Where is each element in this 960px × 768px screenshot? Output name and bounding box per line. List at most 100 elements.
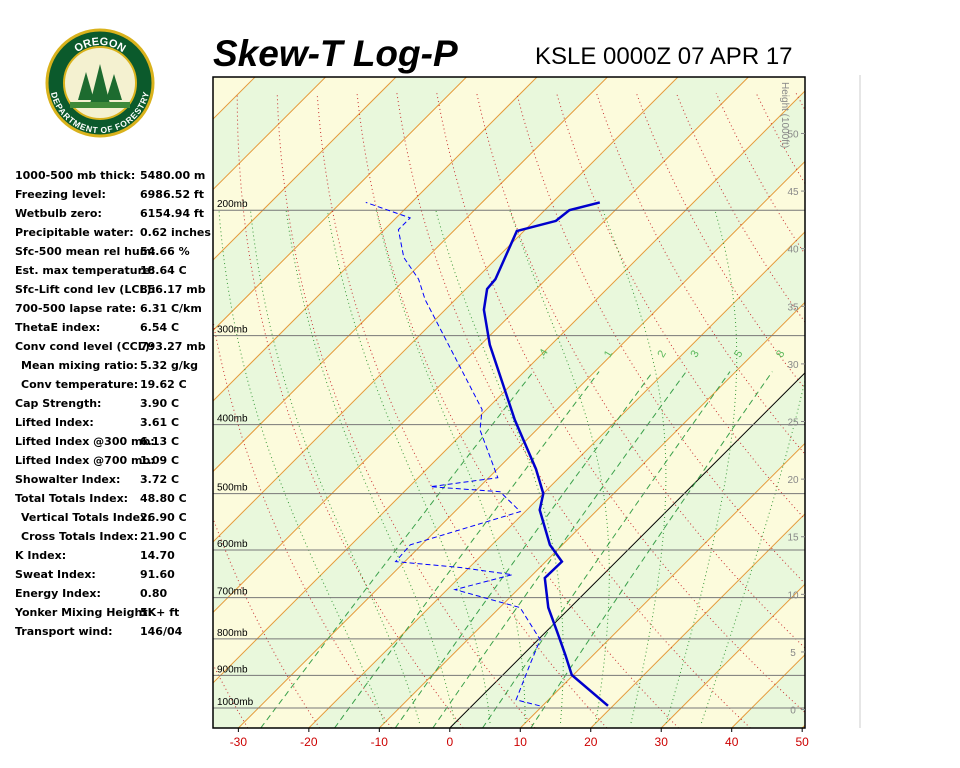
pressure-label: 900mb	[217, 664, 248, 675]
logo-top: OREGON	[72, 36, 127, 55]
dewpoint-line	[365, 201, 541, 707]
index-row: Cross Totals Index: 21.90 C	[15, 529, 187, 548]
moist-adiabat	[375, 210, 526, 723]
index-label: Sfc-500 mean rel hum:	[15, 245, 156, 258]
dry-adiabat	[876, 93, 960, 728]
temperature-line	[482, 201, 609, 707]
index-value: 54.66 %	[140, 245, 190, 258]
index-label: Lifted Index:	[15, 416, 94, 429]
index-row: Lifted Index @300 mb: 6.13 C	[15, 434, 179, 453]
index-label: Yonker Mixing Height:	[15, 606, 152, 619]
isotherm	[590, 513, 805, 728]
index-value: 3.72 C	[140, 473, 180, 486]
isotherm	[308, 231, 805, 728]
x-tick-label: 20	[584, 735, 598, 749]
plot-frame	[212, 76, 806, 729]
height-label: 35	[787, 302, 799, 313]
dry-adiabat	[356, 93, 679, 728]
x-tick-label: 30	[655, 735, 669, 749]
index-label: Cross Totals Index:	[21, 530, 139, 543]
index-row: Freezing level: 6986.52 ft	[15, 187, 204, 206]
index-label: Conv temperature:	[21, 378, 139, 391]
index-row: Conv cond level (CCL): 793.27 mb	[15, 339, 206, 358]
dry-adiabat	[795, 92, 805, 112]
isotherm-band	[213, 77, 805, 683]
index-row: 700-500 lapse rate: 6.31 C/km	[15, 301, 202, 320]
index-label: Wetbulb zero:	[15, 207, 102, 220]
height-label: 10	[787, 590, 799, 601]
x-tick-label: -20	[300, 735, 318, 749]
moist-adiabat	[326, 210, 491, 724]
index-value: 146/04	[140, 625, 183, 638]
dry-adiabat	[236, 93, 464, 728]
index-row: Transport wind: 146/04	[15, 624, 182, 643]
station: KSLE 0000Z 07 APR 17	[535, 43, 793, 70]
index-value: 6.13 C	[140, 435, 180, 448]
index-row: ThetaE index: 6.54 C	[15, 320, 179, 339]
x-tick-label: 40	[725, 735, 739, 749]
index-label: K Index:	[15, 549, 67, 562]
index-value: 91.60	[140, 568, 175, 581]
index-row: Conv temperature: 19.62 C	[15, 377, 187, 396]
index-label: Energy Index:	[15, 587, 101, 600]
index-value: 6154.94 ft	[140, 207, 204, 220]
index-row: Lifted Index: 3.61 C	[15, 415, 179, 434]
index-row: Mean mixing ratio: 5.32 g/kg	[15, 358, 198, 377]
moist-adiabat	[218, 210, 385, 724]
index-label: Mean mixing ratio:	[21, 359, 138, 372]
isotherm	[378, 301, 805, 728]
dry-adiabat	[476, 93, 805, 649]
mixing-ratio-line	[482, 371, 731, 728]
x-tick-label: -10	[371, 735, 389, 749]
x-tick-label: 50	[796, 735, 810, 749]
moist-adiabat	[509, 210, 610, 724]
mixing-ratio-line	[394, 371, 654, 728]
isotherm	[213, 90, 805, 684]
index-value: 1.09 C	[140, 454, 180, 467]
pressure-label: 200mb	[217, 199, 248, 210]
height-label: 5	[790, 648, 796, 659]
mixing-ratio-label: 5	[732, 348, 745, 359]
isotherm	[213, 77, 397, 261]
isotherm-band	[213, 90, 805, 728]
pressure-label: 300mb	[217, 325, 248, 336]
axes: 200mb 300mb 400mb 500mb 600mb 700mb 800mb 900mb…	[217, 82, 809, 749]
index-value: 26.90 C	[140, 511, 187, 524]
index-value: 21.90 C	[140, 530, 187, 543]
index-row: Total Totals Index: 48.80 C	[15, 491, 187, 510]
x-tick-label: 0	[446, 735, 453, 749]
index-row: Cap Strength: 3.90 C	[15, 396, 179, 415]
dry-adiabat	[213, 516, 321, 728]
index-value: 14.70	[140, 549, 175, 562]
isotherm	[213, 77, 467, 332]
index-value: 856.17 mb	[140, 283, 206, 296]
index-value: 48.80 C	[140, 492, 187, 505]
index-row: Wetbulb zero: 6154.94 ft	[15, 206, 204, 225]
index-row: Precipitable water: 0.62 inches	[15, 225, 211, 244]
index-label: Est. max temperature:	[15, 264, 155, 277]
index-row: Showalter Index: 3.72 C	[15, 472, 179, 491]
index-value: 18.64 C	[140, 264, 187, 277]
index-row: Sweat Index: 91.60	[15, 567, 175, 586]
index-value: 3.90 C	[140, 397, 180, 410]
pressure-label: 400mb	[217, 414, 248, 425]
index-value: 6.31 C/km	[140, 302, 202, 315]
pressure-label: 800mb	[217, 628, 248, 639]
isotherm	[213, 77, 608, 473]
mixing-ratio-line	[530, 371, 773, 728]
index-value: 6.54 C	[140, 321, 180, 334]
logo: OREGON DEPARTMENT OF FORESTRY	[45, 28, 155, 138]
height-label: 40	[787, 245, 799, 256]
indices: 1000-500 mb thick: 5480.00 m Freezing leve…	[15, 168, 211, 643]
pressure-label: 500mb	[217, 483, 248, 494]
height-label: 20	[787, 475, 799, 486]
plot-area: .4 1 2 3 5 8	[213, 77, 960, 728]
index-value: 0.80	[140, 587, 168, 600]
height-label: 25	[787, 418, 799, 429]
index-label: Showalter Index:	[15, 473, 121, 486]
dry-adiabat	[956, 93, 960, 728]
isotherm	[213, 77, 326, 191]
height-label: 0	[790, 706, 796, 717]
index-label: Lifted Index @300 mb:	[15, 435, 155, 448]
